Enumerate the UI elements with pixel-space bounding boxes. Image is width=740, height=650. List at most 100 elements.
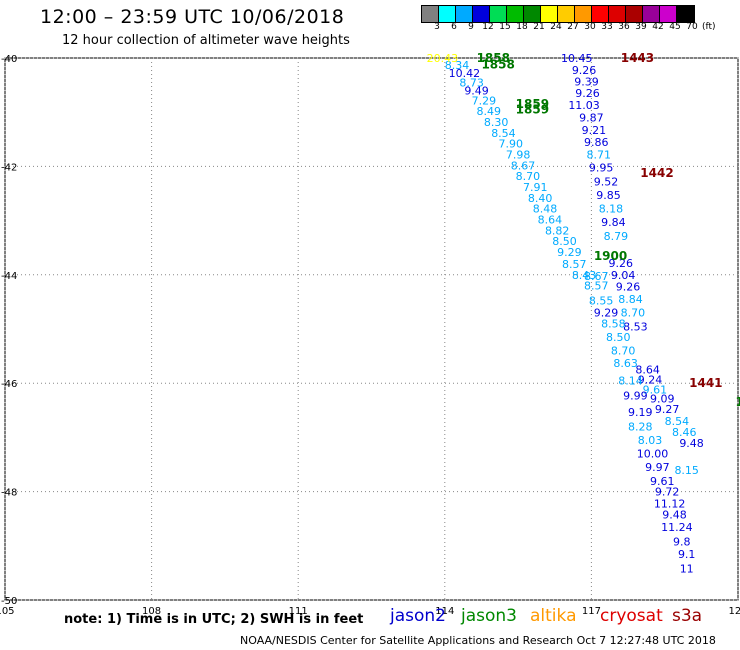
wave-height-label: 9.26 — [608, 257, 633, 270]
satellite-legend-jason3: jason3 — [461, 606, 517, 626]
wave-height-label: 8.79 — [604, 230, 629, 243]
credit-line: NOAA/NESDIS Center for Satellite Applica… — [240, 634, 716, 647]
colorbar-label: 27 — [567, 22, 579, 32]
colorbar-swatch — [626, 6, 643, 22]
longitude-label: 114 — [435, 606, 454, 617]
wave-height-label: 8.46 — [672, 426, 697, 439]
wave-height-label: 9.09 — [650, 392, 675, 405]
wave-height-label: 9.72 — [655, 486, 680, 499]
pass-time-label: 1900 — [594, 249, 627, 263]
colorbar-label: 15 — [499, 22, 511, 32]
wave-height-label: 8.73 — [459, 76, 484, 89]
wave-height-label: 8.15 — [674, 464, 699, 477]
longitude-label: 117 — [582, 606, 601, 617]
wave-height-label: 8.70 — [611, 345, 636, 358]
latitude-label: -48 — [1, 488, 17, 499]
satellite-legend-jason2: jason2 — [390, 606, 446, 626]
map-frame — [4, 57, 739, 601]
colorbar-label: 36 — [618, 22, 630, 32]
pass-time-label: 1858 — [477, 51, 510, 65]
longitude-label: 105 — [0, 606, 15, 617]
wave-height-label: 9.87 — [579, 112, 604, 125]
wave-height-label: 7.29 — [472, 94, 497, 107]
wave-height-label: 8.18 — [599, 203, 624, 216]
wave-height-label: 8.82 — [545, 224, 570, 237]
colorbar-label: 18 — [516, 22, 528, 32]
wave-height-label: 8.57 — [584, 280, 609, 293]
wave-height-label: 8.67 — [584, 270, 609, 283]
colorbar-swatch — [660, 6, 677, 22]
wave-height-label: 8.14 — [618, 374, 643, 387]
wave-height-label: 8.84 — [618, 293, 643, 306]
wave-height-label: 9.97 — [645, 461, 670, 474]
colorbar-label: 24 — [550, 22, 562, 32]
wave-height-label: 10.00 — [637, 448, 669, 461]
colorbar-label: 21 — [533, 22, 545, 32]
wave-height-label: 9.61 — [650, 475, 675, 488]
wave-height-label: 8.67 — [511, 159, 536, 172]
colorbar-label: 3 — [434, 22, 440, 32]
colorbar-swatch — [541, 6, 558, 22]
wave-height-label: 8.70 — [516, 170, 541, 183]
wave-height-label: 9.1 — [678, 548, 696, 561]
colorbar-label: 9 — [468, 22, 474, 32]
colorbar-label: 39 — [635, 22, 647, 32]
map-subtitle: 12 hour collection of altimeter wave hei… — [62, 33, 350, 48]
footer-note: note: 1) Time is in UTC; 2) SWH is in fe… — [64, 612, 364, 627]
wave-height-label: 9.26 — [616, 281, 641, 294]
colorbar-label: 33 — [601, 22, 613, 32]
colorbar-swatch — [439, 6, 456, 22]
wave-height-label: 9.29 — [557, 246, 582, 259]
satellite-legend-s3a: s3a — [672, 606, 703, 626]
wave-height-label: 8.03 — [638, 434, 663, 447]
pass-time-label: 1858 — [481, 58, 514, 72]
colorbar-swatch — [524, 6, 541, 22]
wave-height-label: 9.29 — [594, 307, 619, 320]
wave-height-label: 8.34 — [445, 59, 470, 72]
wave-height-label: 10.45 — [561, 52, 593, 65]
wave-height-label: 9.48 — [662, 508, 687, 521]
wave-height-label: 9.19 — [628, 406, 653, 419]
wave-height-label: 9.61 — [643, 384, 668, 397]
latitude-label: -50 — [1, 596, 17, 607]
colorbar-swatch — [456, 6, 473, 22]
wave-height-label: 8.49 — [477, 105, 502, 118]
wave-height-label: 9.39 — [574, 75, 599, 88]
wave-height-label: 9.24 — [638, 373, 663, 386]
wave-height-label: 8.64 — [538, 214, 563, 227]
wave-height-label: 8.54 — [491, 127, 516, 140]
latitude-label: -42 — [1, 162, 17, 173]
colorbar-swatch — [473, 6, 490, 22]
wave-height-label: 7.90 — [499, 138, 524, 151]
colorbar-swatch — [677, 6, 694, 22]
satellite-legend-altika: altika — [530, 606, 577, 626]
colorbar-swatch — [490, 6, 507, 22]
wave-height-label: 8.28 — [628, 421, 653, 434]
wave-height-label: 8.50 — [552, 235, 577, 248]
colorbar-swatch — [558, 6, 575, 22]
wave-height-label: 9.26 — [575, 87, 600, 100]
wave-height-label: 9.48 — [679, 437, 704, 450]
wave-height-label: 11.12 — [654, 498, 686, 511]
colorbar-swatch — [592, 6, 609, 22]
wave-height-label: 8.30 — [484, 116, 509, 129]
longitude-label: 111 — [289, 606, 308, 617]
wave-height-label: 9.27 — [655, 403, 680, 416]
wave-height-label: 8.57 — [562, 258, 587, 271]
wave-height-label: 7.91 — [523, 181, 548, 194]
colorbar-label: 30 — [584, 22, 596, 32]
wave-height-label: 9.49 — [464, 85, 489, 98]
wave-height-label: 10.42 — [449, 67, 481, 80]
pass-time-label: 1441 — [689, 376, 722, 390]
wave-height-label: 20.43 — [427, 52, 459, 65]
wave-height-label: 8.48 — [533, 203, 558, 216]
colorbar-swatch — [422, 6, 439, 22]
wave-height-label: 9.85 — [596, 189, 621, 202]
wave-height-label: 8.50 — [606, 331, 631, 344]
colorbar-unit: (ft) — [702, 22, 716, 32]
wave-height-label: 8.64 — [635, 364, 660, 377]
colorbar-swatch — [609, 6, 626, 22]
wave-height-label: 8.58 — [601, 318, 626, 331]
wave-height-label: 11 — [680, 563, 694, 576]
